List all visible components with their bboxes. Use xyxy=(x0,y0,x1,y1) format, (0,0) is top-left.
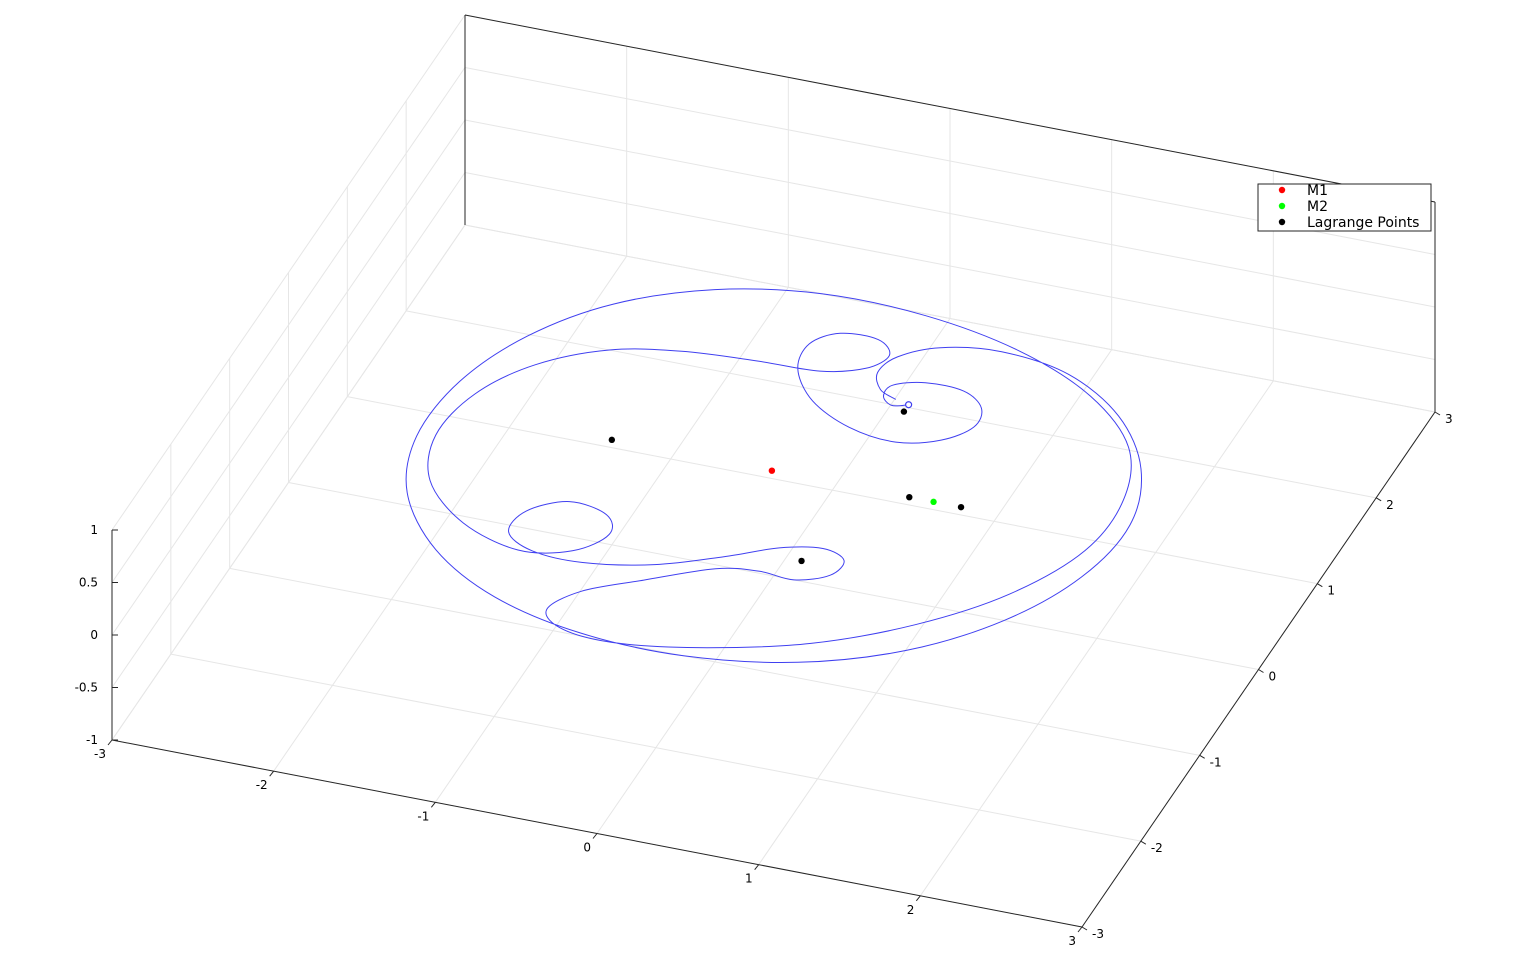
x-tick-mark xyxy=(1077,926,1083,933)
back-wall-grid-line-z xyxy=(464,224,1436,413)
axis-ticks: -3 -2 -1 0 1 2 3 -3 -2 -1 0 1 2 3 -1 -0.5 0 0.5 1 xyxy=(75,411,1453,948)
legend-marker xyxy=(1278,186,1286,194)
y-tick-mark xyxy=(1199,754,1205,759)
x-tick-mark xyxy=(107,739,113,746)
lagrange-point xyxy=(900,408,908,415)
z-tick-label: 0.5 xyxy=(79,576,98,590)
floor-grid-line-y xyxy=(288,482,1259,670)
y-tick-mark xyxy=(1375,497,1382,502)
lagrange-point xyxy=(906,493,913,501)
y-tick-mark xyxy=(1258,669,1264,673)
lagrange-point xyxy=(608,436,616,444)
x-tick-label: 2 xyxy=(907,903,915,917)
legend-label: M1 xyxy=(1307,183,1328,199)
y-tick-mark xyxy=(1434,411,1441,416)
legend-marker xyxy=(1278,218,1286,226)
grid-layer xyxy=(111,14,1436,928)
x-tick-mark xyxy=(269,770,275,777)
floor-grid-line-y xyxy=(406,310,1377,499)
z-tick-label: -1 xyxy=(86,733,98,747)
back-wall-grid-line-z xyxy=(464,172,1436,360)
y-tick-mark xyxy=(1317,583,1323,588)
legend-label: Lagrange Points xyxy=(1307,215,1419,231)
x-tick-label: 0 xyxy=(583,841,591,855)
x-tick-label: -2 xyxy=(256,778,268,792)
legend-label: M2 xyxy=(1307,199,1328,215)
floor-grid-line-y xyxy=(347,396,1318,585)
z-tick-label: 1 xyxy=(90,523,98,537)
left-wall-grid-line-z xyxy=(111,67,466,583)
back-wall-grid-line-z xyxy=(464,119,1436,308)
back-top-edge xyxy=(464,14,1436,203)
y-tick-label: -3 xyxy=(1092,927,1104,941)
x-tick-label: 1 xyxy=(745,872,753,886)
x-tick-label: -1 xyxy=(417,809,429,823)
y-tick-label: -2 xyxy=(1151,841,1163,855)
y-tick-label: 0 xyxy=(1269,670,1277,684)
x-tick-mark xyxy=(430,802,436,808)
legend-box xyxy=(1257,183,1432,232)
floor-grid-line-y xyxy=(229,567,1200,756)
left-wall-grid-line-z xyxy=(111,119,466,636)
legend-marker xyxy=(1278,202,1286,210)
z-tick-label: -0.5 xyxy=(75,681,98,695)
left-wall-grid-line-z xyxy=(111,14,466,531)
x-tick-label: -3 xyxy=(94,747,106,761)
left-wall-grid-line-z xyxy=(111,172,466,688)
series-layer xyxy=(405,288,1142,663)
y-tick-label: -1 xyxy=(1210,755,1222,769)
y-tick-label: 1 xyxy=(1327,584,1335,598)
left-wall-grid-line-z xyxy=(111,224,466,741)
floor-grid-line-y xyxy=(170,653,1141,842)
y-tick-mark xyxy=(1081,926,1088,931)
x-tick-mark xyxy=(592,833,598,839)
y-tick-label: 2 xyxy=(1386,498,1394,512)
y-tick-label: 3 xyxy=(1445,412,1453,426)
m2-point xyxy=(930,498,937,506)
lagrange-point xyxy=(957,503,965,511)
z-tick-label: 0 xyxy=(90,628,98,642)
m1-point xyxy=(768,467,776,474)
y-tick-mark xyxy=(1140,840,1147,845)
trajectory-line xyxy=(405,288,1142,663)
x-tick-mark xyxy=(754,864,760,870)
trajectory-start-marker xyxy=(905,401,913,409)
x-tick-label: 3 xyxy=(1068,934,1076,948)
x-tick-mark xyxy=(915,895,921,902)
lagrange-point xyxy=(798,557,805,565)
